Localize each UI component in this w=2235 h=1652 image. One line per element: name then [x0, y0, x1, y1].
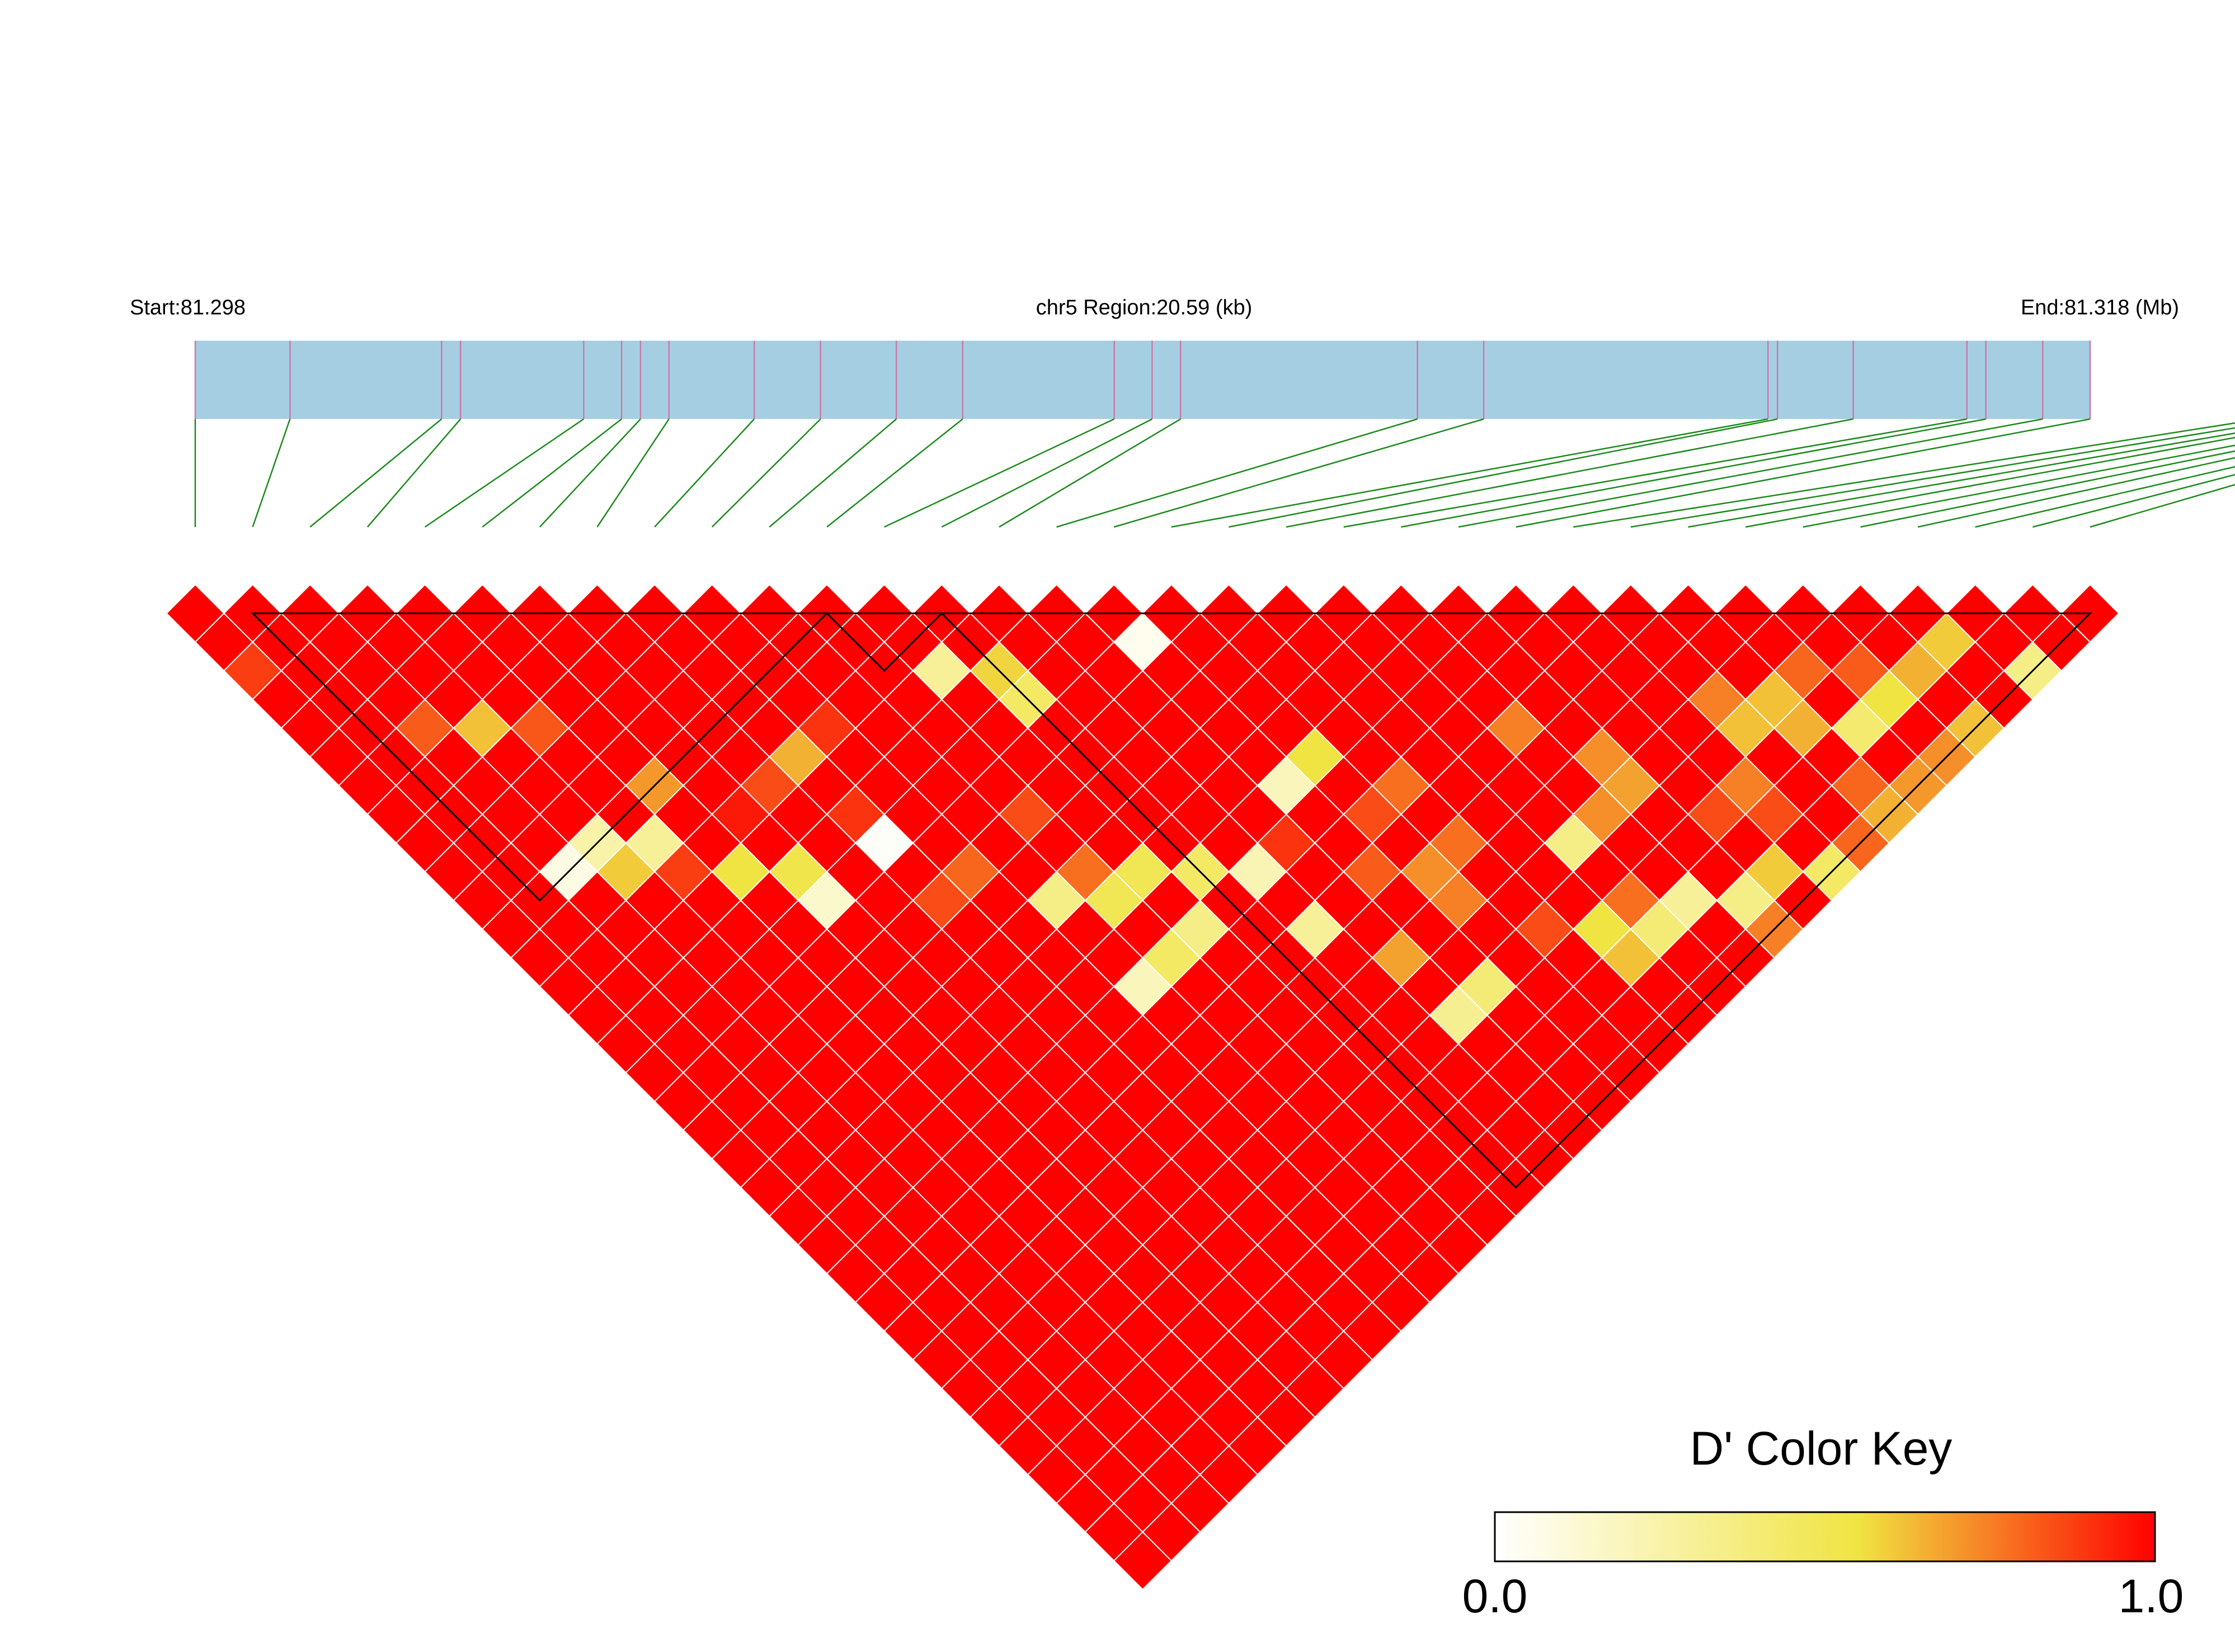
- snp-connector: [1803, 444, 2235, 528]
- region-title: chr5 Region:20.59 (kb): [1036, 296, 1253, 319]
- snp-connector: [884, 418, 1115, 528]
- snp-connector: [1573, 422, 2235, 528]
- snp-connector: [1975, 466, 2235, 528]
- color-key-min-label: 0.0: [1462, 1570, 1528, 1622]
- snp-connector: [711, 418, 821, 528]
- region-end-label: End:81.318 (Mb): [2021, 296, 2179, 319]
- haplotype-block-outline: [825, 612, 944, 672]
- snp-connector: [826, 418, 963, 528]
- color-key-gradient-bar: [1494, 1511, 2156, 1562]
- snp-position-ticks: [194, 341, 2091, 419]
- snp-connector: [1458, 418, 2043, 528]
- color-key: D' Color Key 0.0 1.0: [1462, 1422, 2184, 1622]
- snp-connector: [2090, 484, 2235, 528]
- snp-connector: [1688, 432, 2235, 528]
- snp-connector: [596, 418, 670, 528]
- snp-connector: [654, 418, 755, 528]
- snp-connector: [1745, 436, 2235, 528]
- snp-connector: [539, 418, 641, 528]
- snp-connector: [941, 418, 1153, 528]
- snp-connector: [366, 418, 462, 528]
- snp-connector: [1917, 456, 2235, 528]
- snp-connector-lines: [194, 418, 2235, 528]
- snp-connector: [482, 418, 622, 528]
- snp-connector: [1630, 427, 2235, 528]
- snp-connector: [999, 418, 1181, 528]
- snp-connector: [424, 418, 585, 528]
- snp-connector: [1113, 418, 1484, 528]
- snp-connector: [1516, 418, 2091, 528]
- snp-connector: [1343, 418, 1968, 528]
- snp-connector: [1860, 450, 2235, 528]
- snp-connector: [1171, 418, 1768, 528]
- snp-connector: [309, 418, 443, 528]
- ld-matrix: [166, 583, 2120, 1590]
- color-key-title: D' Color Key: [1690, 1422, 1952, 1475]
- snp-connector: [1229, 418, 1778, 528]
- snp-connector: [1286, 418, 1853, 528]
- color-key-max-label: 1.0: [2119, 1570, 2184, 1622]
- snp-connector: [252, 418, 291, 528]
- snp-connector: [1056, 418, 1418, 528]
- haplotype-blocks: [251, 612, 2092, 1189]
- chromosome-track: [195, 341, 2090, 419]
- haplotype-block-outline: [251, 612, 829, 902]
- region-start-label: Start:81.298: [130, 296, 246, 319]
- haplotype-block-outline: [939, 612, 2092, 1189]
- snp-connector: [769, 418, 897, 528]
- snp-connector: [2032, 474, 2235, 528]
- snp-connector: [1401, 418, 1986, 528]
